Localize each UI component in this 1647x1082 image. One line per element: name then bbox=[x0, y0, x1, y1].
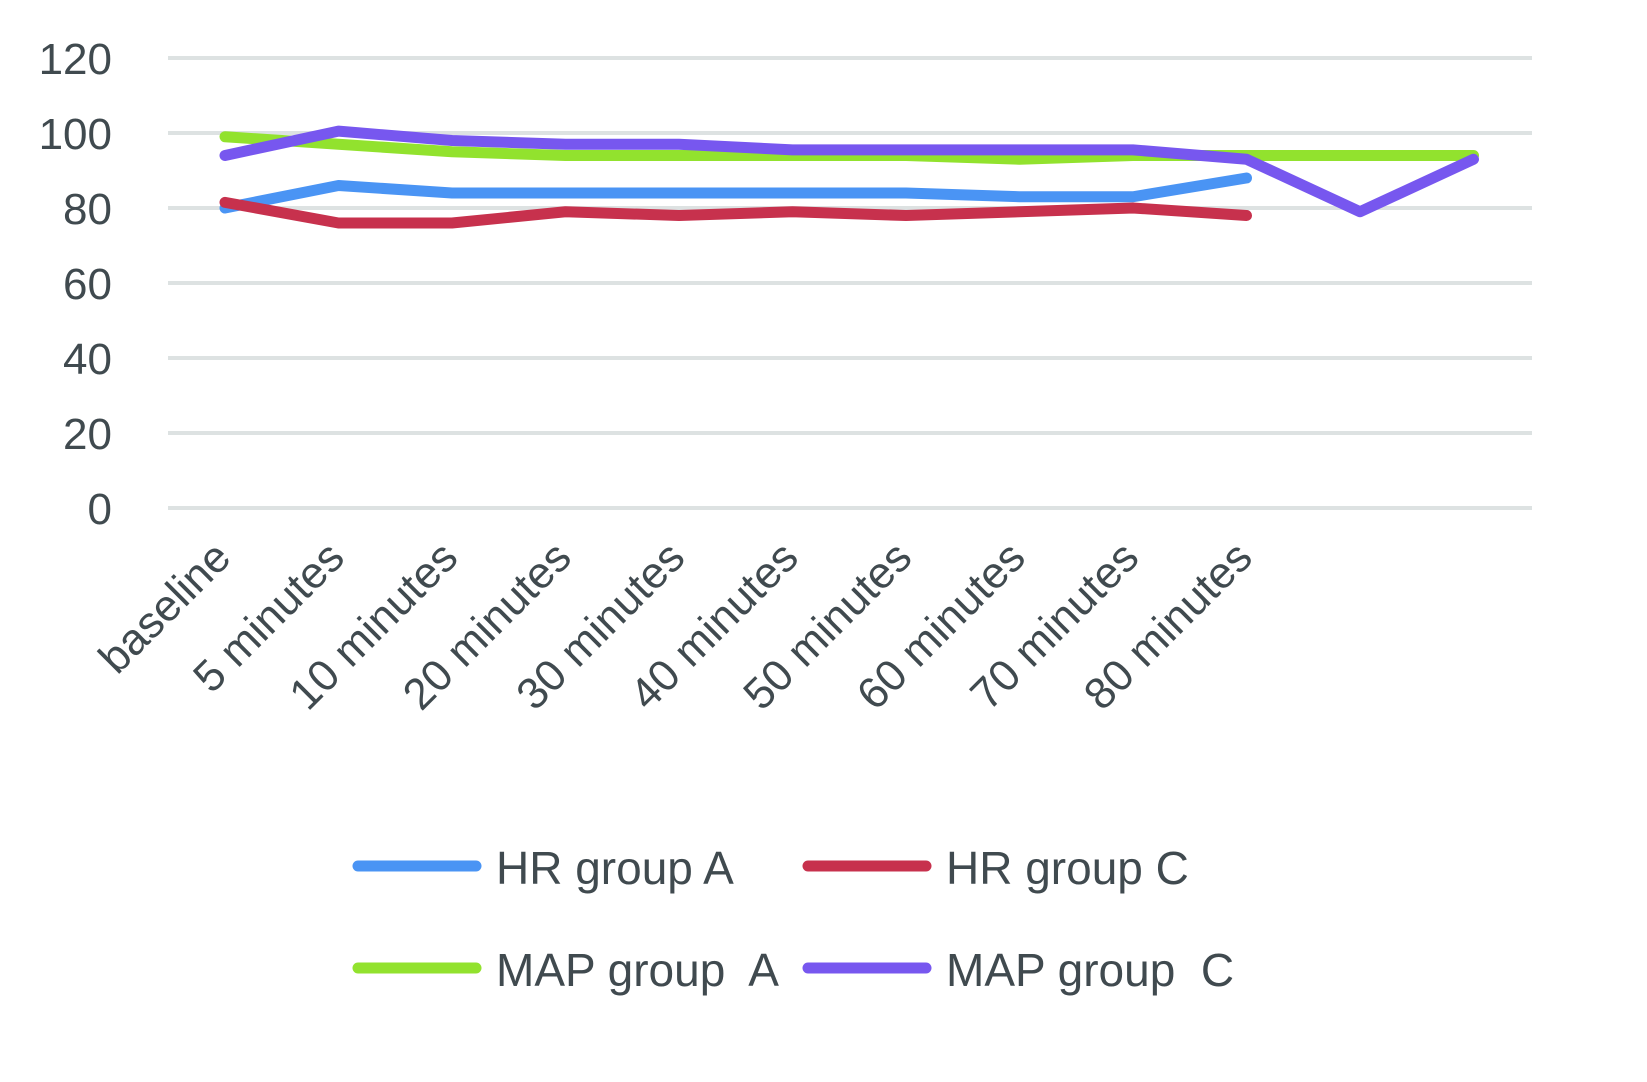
y-tick-label: 60 bbox=[63, 260, 112, 309]
y-tick-label: 20 bbox=[63, 410, 112, 459]
legend-label: MAP group A bbox=[496, 944, 779, 996]
legend-label: HR group A bbox=[496, 842, 734, 894]
y-tick-label: 0 bbox=[88, 485, 112, 534]
y-tick-label: 40 bbox=[63, 335, 112, 384]
legend-label: MAP group C bbox=[946, 944, 1234, 996]
y-tick-label: 80 bbox=[63, 185, 112, 234]
y-tick-label: 120 bbox=[39, 35, 112, 84]
legend-label: HR group C bbox=[946, 842, 1189, 894]
y-tick-label: 100 bbox=[39, 110, 112, 159]
series-line-0 bbox=[225, 178, 1247, 208]
series-line-3 bbox=[225, 131, 1474, 212]
series-line-1 bbox=[225, 202, 1247, 223]
